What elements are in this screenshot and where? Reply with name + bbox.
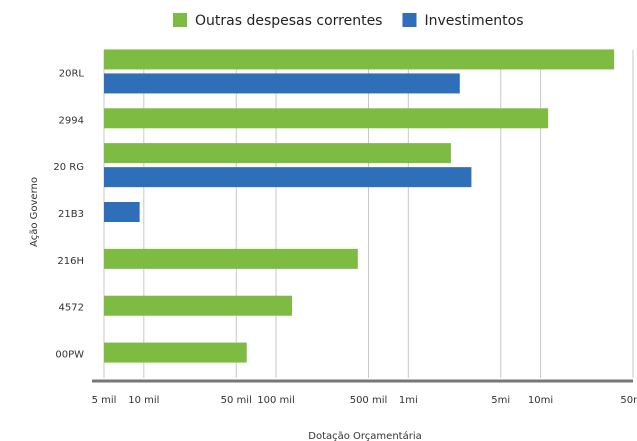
y-tick-label: 4572 (59, 303, 84, 314)
x-tick-label: 50 mil (221, 395, 252, 406)
y-axis-label: Ação Governo (29, 177, 40, 247)
legend-label: Investimentos (424, 13, 523, 29)
x-axis-label: Dotação Orçamentária (308, 430, 421, 441)
legend-swatch (173, 13, 187, 27)
x-tick-label: 10 mil (128, 395, 159, 406)
bar (104, 342, 247, 363)
y-tick-label: 21B3 (58, 209, 84, 220)
y-tick-label: 20 RG (53, 162, 84, 173)
bar (104, 108, 549, 129)
y-tick-label: 00PW (55, 350, 84, 361)
bar (104, 167, 472, 188)
y-tick-label: 20RL (59, 68, 85, 79)
x-tick-label: 10mi (528, 395, 553, 406)
x-tick-label: 500 mil (350, 395, 388, 406)
x-tick-label: 100 mil (257, 395, 295, 406)
x-tick-label: 5mi (491, 395, 510, 406)
bar (104, 49, 615, 70)
bar (104, 248, 358, 269)
legend-swatch (402, 13, 417, 27)
bar (104, 143, 451, 164)
legend-label: Outras despesas correntes (195, 13, 382, 29)
y-tick-label: 216H (57, 256, 84, 267)
bar (104, 202, 140, 222)
y-tick-label: 2994 (59, 115, 84, 126)
bar (104, 73, 460, 94)
x-tick-label: 1mi (399, 395, 418, 406)
bar (104, 295, 293, 316)
x-tick-label: 5 mil (92, 395, 117, 406)
